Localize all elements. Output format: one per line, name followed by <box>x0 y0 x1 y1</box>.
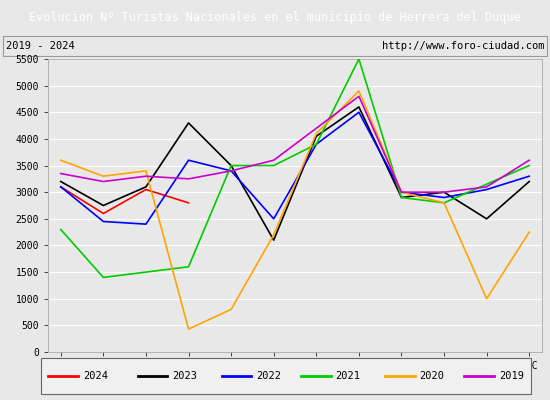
Text: 2020: 2020 <box>420 371 444 381</box>
Text: http://www.foro-ciudad.com: http://www.foro-ciudad.com <box>382 41 544 51</box>
Text: 2019: 2019 <box>499 371 524 381</box>
Text: 2019 - 2024: 2019 - 2024 <box>6 41 74 51</box>
Text: 2021: 2021 <box>336 371 360 381</box>
Text: Evolucion Nº Turistas Nacionales en el municipio de Herrera del Duque: Evolucion Nº Turistas Nacionales en el m… <box>29 11 521 24</box>
Text: 2024: 2024 <box>83 371 108 381</box>
Text: 2022: 2022 <box>256 371 281 381</box>
Text: 2023: 2023 <box>172 371 197 381</box>
